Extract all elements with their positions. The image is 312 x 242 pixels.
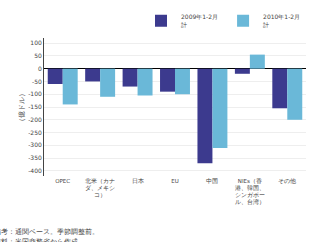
svg-text:（億ドル）: （億ドル） <box>18 90 26 125</box>
svg-text:中国: 中国 <box>206 178 218 184</box>
svg-text:50: 50 <box>34 52 42 59</box>
svg-text:北米（カナダ、メキシコ）: 北米（カナダ、メキシコ） <box>85 178 115 199</box>
svg-text:2010年1-2月計: 2010年1-2月計 <box>263 13 300 28</box>
svg-text:-300: -300 <box>28 141 42 148</box>
svg-text:日本: 日本 <box>132 178 144 184</box>
svg-text:資料：米国商務省から作成。: 資料：米国商務省から作成。 <box>0 238 85 242</box>
svg-text:-100: -100 <box>28 90 42 97</box>
svg-text:2009年1-2月計: 2009年1-2月計 <box>181 13 218 28</box>
svg-text:NIEs（香港、韓国、シンガポール、台湾）: NIEs（香港、韓国、シンガポール、台湾） <box>235 178 265 206</box>
svg-text:-250: -250 <box>28 129 42 136</box>
svg-text:-50: -50 <box>32 78 42 85</box>
svg-text:その他: その他 <box>278 178 296 185</box>
svg-text:EU: EU <box>171 178 179 184</box>
svg-text:-400: -400 <box>28 167 42 174</box>
svg-text:-150: -150 <box>28 103 42 110</box>
svg-text:-350: -350 <box>28 154 42 161</box>
svg-text:0: 0 <box>38 65 42 72</box>
svg-text:備考：通関ベース。季節調整前。: 備考：通関ベース。季節調整前。 <box>0 228 99 236</box>
svg-text:OPEC: OPEC <box>55 178 70 184</box>
svg-text:-200: -200 <box>28 116 42 123</box>
svg-text:100: 100 <box>30 39 42 46</box>
